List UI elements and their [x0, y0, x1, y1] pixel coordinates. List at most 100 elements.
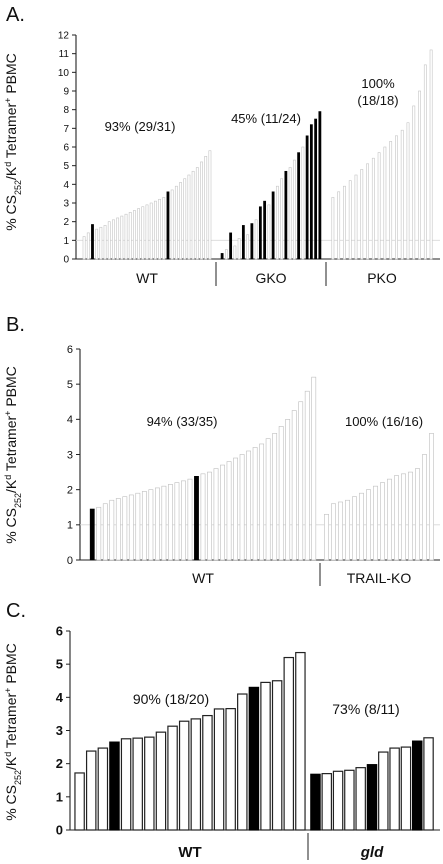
bar: [191, 170, 195, 260]
bar: [423, 64, 427, 260]
y-tick-label: 6: [56, 624, 63, 639]
bar: [145, 204, 149, 260]
group-annotation: 94% (33/35): [147, 414, 218, 429]
bar: [355, 767, 366, 831]
bar: [144, 736, 155, 831]
y-tick-label: 4: [56, 690, 64, 705]
bar: [112, 219, 115, 260]
bar: [141, 206, 145, 260]
bar: [331, 503, 336, 561]
bar: [246, 234, 250, 260]
bar: [85, 750, 97, 831]
bar: [187, 174, 191, 260]
bar: [332, 770, 344, 831]
bar: [259, 443, 265, 561]
bar: [422, 454, 427, 561]
bar: [260, 681, 271, 831]
bar: [89, 508, 95, 561]
group-annotation: (18/18): [357, 93, 398, 108]
bar: [418, 90, 421, 260]
y-axis-label-a: % CS252/Kd Tetramer+ PBMC: [3, 53, 23, 231]
bar: [298, 401, 304, 561]
y-tick-label: 7: [63, 124, 69, 135]
bar: [252, 447, 258, 561]
bar: [366, 163, 369, 260]
bar: [395, 135, 398, 260]
y-tick-label: 9: [63, 87, 69, 98]
y-tick-label: 2: [67, 485, 73, 497]
bar: [153, 200, 157, 260]
bar: [263, 200, 267, 260]
bar: [200, 161, 203, 260]
bar: [359, 492, 364, 561]
bar: [115, 498, 121, 561]
bar: [321, 773, 333, 831]
group-annotation: 90% (18/20): [133, 691, 209, 707]
bar: [195, 167, 199, 260]
group-label: WT: [178, 844, 201, 861]
bar: [124, 213, 128, 260]
bar: [141, 491, 147, 561]
bar: [116, 217, 120, 260]
bar: [267, 204, 271, 260]
y-tick-label: 3: [63, 199, 69, 210]
y-tick-label: 5: [56, 657, 63, 672]
group-annotation: 93% (29/31): [105, 119, 176, 134]
bar: [208, 150, 212, 260]
bar: [338, 501, 343, 561]
y-tick-label: 1: [63, 236, 69, 247]
bar: [331, 197, 335, 260]
bar: [412, 105, 416, 260]
group-label: gld: [360, 844, 384, 861]
bar: [122, 496, 128, 561]
bar: [86, 232, 90, 260]
bar: [170, 189, 174, 260]
bar: [133, 210, 136, 260]
y-tick-label: 0: [56, 823, 63, 838]
bar: [429, 433, 434, 561]
y-tick-label: 0: [63, 255, 69, 266]
group-label: WT: [136, 270, 158, 286]
bar: [275, 185, 279, 260]
panel-b: B. % CS252/Kd Tetramer+ PBMC 0 1 2 3 4 5 6 WT 94…: [3, 314, 440, 586]
y-tick-label: 5: [63, 161, 69, 172]
group-annotation: 100%: [361, 76, 395, 91]
panel-label-b: B.: [6, 314, 25, 336]
y-tick-label: 12: [58, 31, 70, 42]
y-axis-label-c: % CS252/Kd Tetramer+ PBMC: [3, 643, 23, 821]
bar: [271, 191, 275, 260]
bar: [278, 426, 284, 561]
bar: [301, 146, 305, 260]
bar: [95, 228, 99, 260]
bar: [280, 178, 284, 260]
bar: [254, 219, 258, 260]
bar: [200, 473, 206, 561]
y-tick-label: 10: [58, 68, 70, 79]
bar: [423, 737, 434, 831]
bar: [389, 747, 400, 831]
bar: [178, 720, 190, 831]
bar: [297, 152, 301, 260]
bar: [166, 191, 170, 260]
bar: [411, 740, 423, 831]
bar: [128, 212, 132, 260]
bar: [366, 489, 371, 561]
bar: [309, 124, 313, 260]
bar: [233, 457, 238, 561]
bar: [204, 156, 208, 260]
bar: [345, 499, 350, 561]
bar: [109, 499, 115, 561]
bar: [128, 494, 134, 561]
bar: [155, 487, 160, 561]
bar: [239, 454, 245, 561]
bar: [241, 225, 245, 260]
bar: [400, 746, 412, 831]
bar: [194, 476, 199, 561]
y-tick-label: 3: [67, 449, 73, 461]
y-tick-label: 4: [63, 180, 69, 191]
bar: [132, 737, 143, 831]
bar: [137, 208, 141, 260]
y-tick-label: 2: [56, 756, 63, 771]
bar: [344, 769, 355, 831]
bar: [174, 482, 180, 561]
